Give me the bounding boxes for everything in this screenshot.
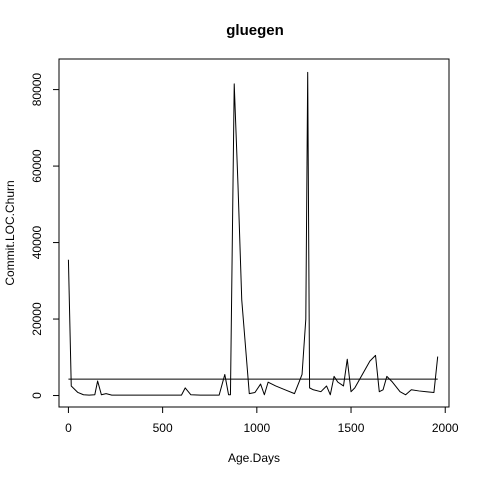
series-line-churn [67, 71, 439, 396]
y-tick-label: 40000 [30, 226, 44, 260]
x-tick-label: 0 [65, 421, 72, 435]
plot-frame [58, 58, 450, 408]
x-tick-label: 500 [153, 421, 173, 435]
series-group [67, 71, 439, 396]
y-axis: 0 20000 40000 60000 80000 [30, 73, 59, 399]
y-tick-label: 80000 [30, 73, 44, 107]
chart-title: gluegen [226, 22, 284, 39]
x-axis: 0 500 1000 1500 2000 [65, 407, 459, 435]
y-tick-label: 0 [30, 392, 44, 399]
x-axis-label: Age.Days [228, 451, 280, 465]
x-tick-label: 1500 [338, 421, 365, 435]
y-tick-label: 20000 [30, 302, 44, 336]
y-axis-label: Commit.LOC.Churn [3, 180, 17, 285]
y-tick-label: 60000 [30, 149, 44, 183]
x-tick-label: 1000 [243, 421, 270, 435]
x-tick-label: 2000 [432, 421, 459, 435]
